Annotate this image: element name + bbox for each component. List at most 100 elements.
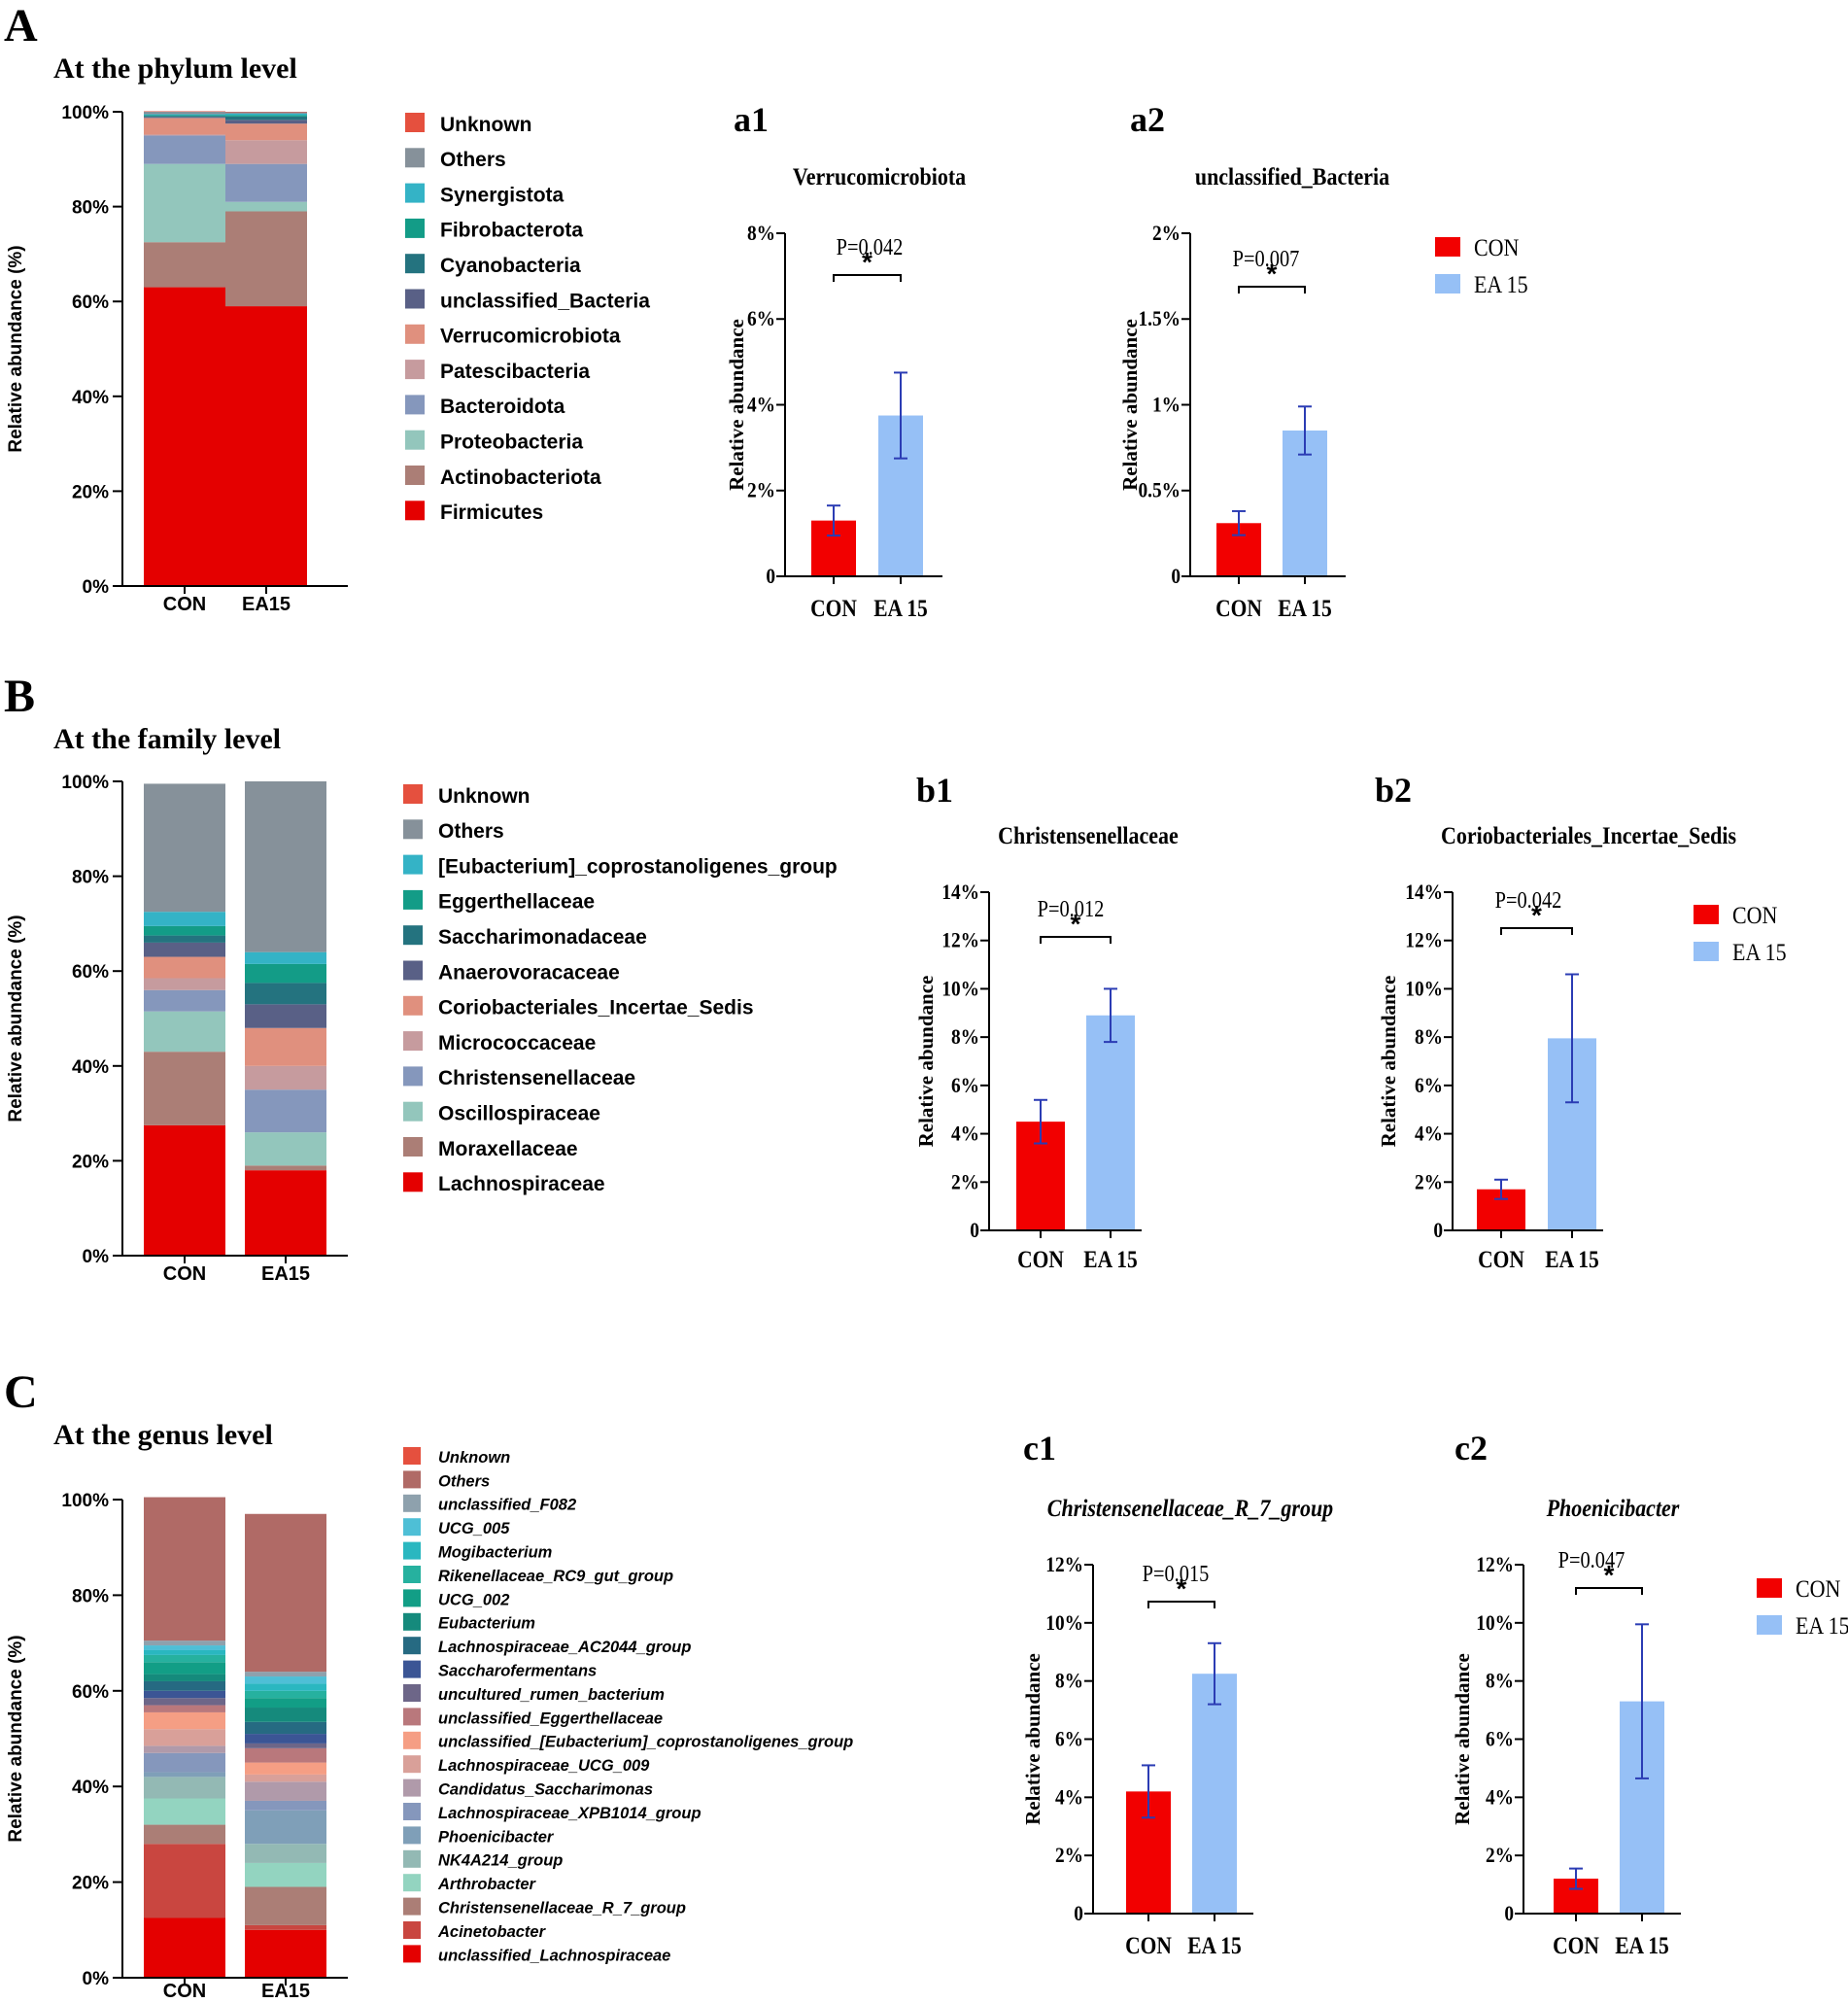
p-value: P=0.012 (1038, 895, 1105, 921)
stack-segment-others (225, 112, 307, 114)
panel-b: B At the family level CON EA15 0% 20% 40% 60% 80… (4, 671, 1787, 1285)
bar-y-tick-label: 0 (1171, 566, 1181, 588)
bar-y-tick-label: 4% (1415, 1123, 1443, 1146)
bracket-line (1147, 1601, 1215, 1608)
legend-swatch (403, 1541, 421, 1560)
stack-legend: Unknown Others Synergistota Fibrobacterota C… (405, 113, 650, 524)
significance-star: * (862, 247, 873, 277)
legend-label: Christensenellaceae_R_7_group (438, 1900, 686, 1917)
stack-segment-eubacterium (245, 1708, 326, 1722)
significance-star: * (1177, 1573, 1187, 1604)
stack-segment-micrococcaceae (245, 1065, 326, 1090)
bar-chart-b1: b1 Christensenellaceae CON EA 15 0 2% 4% 6% 8% 10… (914, 771, 1179, 1273)
bar-y-tick-label: 8% (1486, 1671, 1514, 1693)
stack-segment-christensenellaceae-r-7-group (144, 1824, 225, 1845)
stack-y-tick-label: 100% (61, 773, 109, 793)
subpanel-tag: a2 (1130, 100, 1165, 139)
legend-label: Moraxellaceae (438, 1138, 578, 1160)
legend-swatch (403, 1849, 421, 1868)
stack-segment-verrucomicrobiota (144, 118, 225, 135)
legend-swatch (405, 289, 425, 309)
bar-y-axis-label: Relative abundance (1021, 1653, 1044, 1825)
legend-swatch (403, 1031, 423, 1052)
legend-swatch (403, 1518, 421, 1537)
stack-y-tick-label: 60% (72, 962, 109, 983)
legend-label: Unknown (438, 785, 530, 808)
stack-segment-unclassified-lachnospiraceae (245, 1929, 326, 1978)
stack-y-tick-label: 40% (72, 388, 109, 408)
legend-swatch (403, 925, 423, 946)
bar-y-tick-label: 4% (1055, 1786, 1083, 1809)
legend-swatch (403, 1637, 421, 1655)
bar-y-tick-label: 6% (1415, 1075, 1443, 1097)
bar-category-label: CON (1553, 1933, 1599, 1960)
bar-y-tick-label: 0 (1504, 1903, 1514, 1925)
stack-segment-lachnospiraceae-ucg-009 (245, 1774, 326, 1782)
ea15-legend-swatch (1694, 942, 1719, 961)
bar-chart-a2: a2 unclassified_Bacteria CON EA 15 0 0.5% 1% 1.… (1118, 100, 1389, 622)
bar-y-tick-label: 2% (1152, 223, 1181, 245)
legend-swatch (403, 889, 423, 910)
stack-segment--eubacterium-coprostanoligenes-group (144, 912, 225, 926)
bar-y-tick-label: 2% (1415, 1171, 1443, 1193)
legend-label: Proteobacteria (440, 432, 583, 454)
stack-segment--eubacterium-coprostanoligenes-group (245, 951, 326, 964)
legend-swatch (403, 1945, 421, 1963)
stack-segment-saccharimonadaceae (144, 935, 225, 943)
legend-label: Eggerthellaceae (438, 891, 595, 914)
legend-label: Lachnospiraceae_UCG_009 (438, 1757, 650, 1775)
bar-y-tick-label: 0 (1074, 1903, 1083, 1925)
significance-bracket (1575, 1587, 1643, 1595)
panel-c: C At the genus level CON EA15 0% 20% 40% 60% 80%… (4, 1366, 1848, 2002)
bar-chart-title: unclassified_Bacteria (1195, 164, 1390, 191)
stack-segment-nk4a214-group (144, 1777, 225, 1799)
bar-y-tick-label: 6% (951, 1075, 979, 1097)
legend-label: uncultured_rumen_bacterium (438, 1686, 665, 1704)
p-value: P=0.007 (1233, 245, 1300, 271)
bracket-line (833, 274, 902, 282)
stack-segment-ucg-002 (144, 1662, 225, 1675)
stack-y-tick-label: 0% (83, 577, 110, 598)
bar-chart-title: Coriobacteriales_Incertae_Sedis (1441, 823, 1736, 850)
bar-chart-c1: c1 Christensenellaceae_R_7_group CON EA 15 0… (1021, 1429, 1333, 1959)
bar-category-label: EA 15 (1545, 1247, 1599, 1274)
significance-bracket (1500, 927, 1573, 935)
stack-segment-lachnospiraceae (245, 1170, 326, 1256)
stack-segment-phoenicibacter (144, 1772, 225, 1778)
bar-category-label: EA 15 (1278, 596, 1332, 623)
ea15-bar (1086, 1015, 1135, 1230)
stack-y-tick-label: 40% (72, 1778, 109, 1798)
legend-swatch (403, 1137, 423, 1157)
legend-swatch (403, 1826, 421, 1845)
stack-segment-unclassified-f082 (144, 1640, 225, 1646)
legend-label: Unknown (438, 1449, 510, 1467)
bar-category-label: EA 15 (1615, 1933, 1669, 1960)
legend-label: Bacteroidota (440, 396, 565, 418)
error-bar (1232, 509, 1246, 536)
stack-y-tick-label: 80% (72, 868, 109, 888)
legend-label: Arthrobacter (437, 1876, 537, 1893)
stack-legend: Unknown Others unclassified_F082 UCG_005 Mog… (403, 1447, 853, 1964)
stack-segment-micrococcaceae (144, 978, 225, 990)
error-bar (1208, 1641, 1221, 1706)
legend-swatch (405, 360, 425, 380)
bar-y-tick-label: 4% (1486, 1786, 1514, 1809)
stack-y-axis-label: Relative abundance (%) (6, 245, 26, 452)
stack-category-label: CON (163, 1981, 206, 2002)
stack-y-tick-label: 80% (72, 198, 109, 219)
stack-segment-ucg-005 (144, 1645, 225, 1650)
stack-segment-synergistota (225, 113, 307, 116)
stack-segment-acinetobacter (144, 1844, 225, 1918)
stack-segment-fibrobacterota (144, 115, 225, 117)
bar-y-tick-label: 6% (747, 308, 775, 330)
bracket-line (1575, 1587, 1643, 1595)
stack-y-tick-label: 0% (83, 1247, 110, 1267)
p-value: P=0.047 (1558, 1546, 1626, 1572)
stack-segment-moraxellaceae (245, 1165, 326, 1171)
stack-segment-unclassified-eubacterium-coprostanoligenes-group (144, 1711, 225, 1730)
stack-segment-christensenellaceae (245, 1089, 326, 1133)
group-legend-label: CON (1474, 235, 1519, 262)
subpanel-tag: b1 (916, 771, 953, 810)
stack-segment-bacteroidota (144, 135, 225, 164)
legend-label: unclassified_Lachnospiraceae (438, 1947, 670, 1964)
